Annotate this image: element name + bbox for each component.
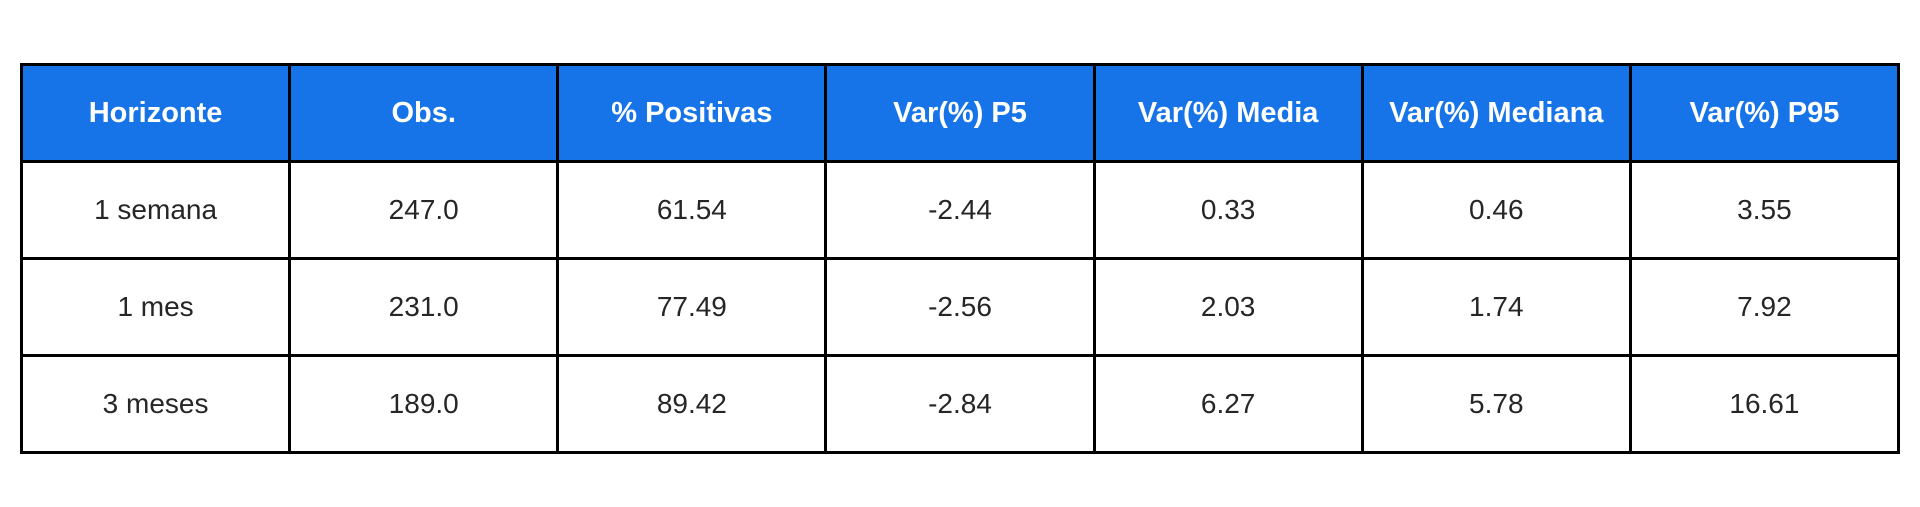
table-cell: 189.0 (288, 354, 560, 454)
table-cell: 3 meses (19, 354, 292, 454)
column-header-4: Var(%) Media (1092, 63, 1364, 163)
column-header-0: Horizonte (19, 63, 292, 163)
table-row: 1 semana 247.0 61.54 -2.44 0.33 0.46 3.55 (19, 160, 1901, 260)
table-row: 1 mes 231.0 77.49 -2.56 2.03 1.74 7.92 (19, 257, 1901, 357)
column-header-5: Var(%) Mediana (1360, 63, 1632, 163)
table-cell: 0.33 (1092, 160, 1364, 260)
table-cell: 1 mes (19, 257, 292, 357)
table-body: 1 semana 247.0 61.54 -2.44 0.33 0.46 3.55 1 mes… (19, 160, 1901, 454)
column-header-2: % Positivas (556, 63, 828, 163)
table-cell: -2.84 (824, 354, 1096, 454)
table-cell: 1 semana (19, 160, 292, 260)
table-cell: 61.54 (556, 160, 828, 260)
table-cell: 16.61 (1628, 354, 1901, 454)
table-cell: 89.42 (556, 354, 828, 454)
table-cell: -2.44 (824, 160, 1096, 260)
table-cell: 6.27 (1092, 354, 1364, 454)
table-head: Horizonte Obs.% Positivas Var(%) P5 Var(%) … (19, 63, 1901, 163)
table-cell: 77.49 (556, 257, 828, 357)
table-cell: 2.03 (1092, 257, 1364, 357)
table-cell: 231.0 (288, 257, 560, 357)
column-header-3: Var(%) P5 (824, 63, 1096, 163)
returns-statistics-table: Horizonte Obs.% Positivas Var(%) P5 Var(%) … (19, 63, 1901, 454)
header-row: Horizonte Obs.% Positivas Var(%) P5 Var(%) … (19, 63, 1901, 163)
table-row: 3 meses 189.0 89.42 -2.84 6.27 5.78 16.61 (19, 354, 1901, 454)
table-cell: 5.78 (1360, 354, 1632, 454)
table-cell: -2.56 (824, 257, 1096, 357)
table-cell: 1.74 (1360, 257, 1632, 357)
table-cell: 3.55 (1628, 160, 1901, 260)
table-cell: 0.46 (1360, 160, 1632, 260)
table-cell: 7.92 (1628, 257, 1901, 357)
column-header-1: Obs. (288, 63, 560, 163)
returns-statistics-table-container: Horizonte Obs.% Positivas Var(%) P5 Var(%) … (19, 63, 1901, 454)
column-header-6: Var(%) P95 (1628, 63, 1901, 163)
table-cell: 247.0 (288, 160, 560, 260)
